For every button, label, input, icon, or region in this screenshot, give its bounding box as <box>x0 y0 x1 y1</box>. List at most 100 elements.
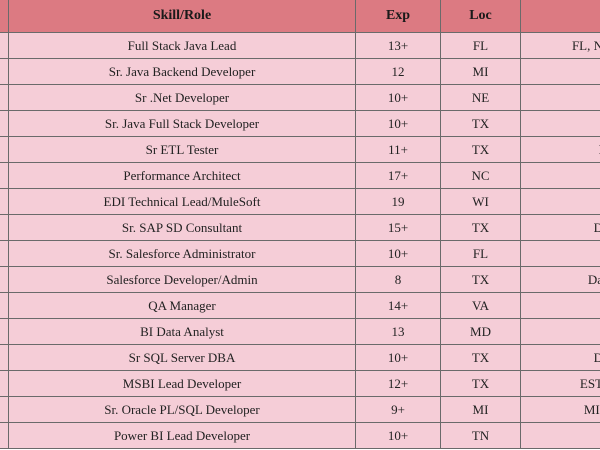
table-cell: 12 <box>355 58 441 85</box>
table-cell: 9+ <box>355 396 441 423</box>
table-cell: TN <box>440 422 521 449</box>
table-cell <box>0 318 9 345</box>
table-cell: 17+ <box>355 162 441 189</box>
table-cell <box>520 162 600 189</box>
table-cell: TX <box>440 266 521 293</box>
table-cell: 11+ <box>355 136 441 163</box>
table-cell: 8 <box>355 266 441 293</box>
table-cell: MI <box>440 396 521 423</box>
header-cell: Exp <box>355 0 441 33</box>
table-cell <box>0 84 9 111</box>
header-row: Skill/Role Exp Loc <box>0 0 600 33</box>
table-cell: 14+ <box>355 292 441 319</box>
table-cell <box>520 84 600 111</box>
table-cell: Sr. SAP SD Consultant <box>8 214 356 241</box>
table-cell: QA Manager <box>8 292 356 319</box>
table-cell: 12+ <box>355 370 441 397</box>
table-cell: Sr SQL Server DBA <box>8 344 356 371</box>
table-cell: NC <box>440 162 521 189</box>
table-cell <box>0 422 9 449</box>
table-cell: Sr. Salesforce Administrator <box>8 240 356 267</box>
table-cell: Da <box>520 266 600 293</box>
table-row: Sr. Java Backend Developer 12 MI <box>0 58 600 85</box>
table-cell <box>520 188 600 215</box>
table-cell: MD <box>440 318 521 345</box>
table-cell: Salesforce Developer/Admin <box>8 266 356 293</box>
table-cell: BI Data Analyst <box>8 318 356 345</box>
table-cell: TX <box>440 344 521 371</box>
table-cell: FL <box>440 240 521 267</box>
table-cell: 10+ <box>355 240 441 267</box>
table-cell: 13 <box>355 318 441 345</box>
table-cell: FL, N <box>520 32 600 59</box>
table-cell: WI <box>440 188 521 215</box>
table-cell: Power BI Lead Developer <box>8 422 356 449</box>
table-cell: TX <box>440 110 521 137</box>
table-cell: TX <box>440 370 521 397</box>
table-cell: NE <box>440 84 521 111</box>
header-cell: Skill/Role <box>8 0 356 33</box>
header-cell: Loc <box>440 0 521 33</box>
table-cell: Sr. Oracle PL/SQL Developer <box>8 396 356 423</box>
table-cell: Sr. Java Full Stack Developer <box>8 110 356 137</box>
table-cell <box>0 292 9 319</box>
table-cell <box>0 396 9 423</box>
table-cell <box>0 370 9 397</box>
table-cell <box>0 240 9 267</box>
table-cell <box>520 110 600 137</box>
table-body: Full Stack Java Lead 13+ FL FL, N Sr. Java B… <box>0 32 600 449</box>
table-cell: 10+ <box>355 422 441 449</box>
table-row: Full Stack Java Lead 13+ FL FL, N <box>0 32 600 59</box>
table-cell <box>0 162 9 189</box>
table-cell: 19 <box>355 188 441 215</box>
table-row: QA Manager 14+ VA <box>0 292 600 319</box>
table-cell <box>0 266 9 293</box>
table-cell: 10+ <box>355 344 441 371</box>
table-cell: D <box>520 344 600 371</box>
table-cell <box>520 58 600 85</box>
table-cell <box>0 188 9 215</box>
table-cell: D <box>520 214 600 241</box>
table-cell <box>0 58 9 85</box>
header-cell <box>0 0 9 33</box>
table-row: Sr. Salesforce Administrator 10+ FL <box>0 240 600 267</box>
table-cell <box>0 32 9 59</box>
header-cell <box>520 0 600 33</box>
table-row: Power BI Lead Developer 10+ TN <box>0 422 600 449</box>
table-row: EDI Technical Lead/MuleSoft 19 WI <box>0 188 600 215</box>
table-cell: 13+ <box>355 32 441 59</box>
table-cell: VA <box>440 292 521 319</box>
table-cell <box>0 344 9 371</box>
table-row: Sr. Java Full Stack Developer 10+ TX <box>0 110 600 137</box>
table-row: Performance Architect 17+ NC <box>0 162 600 189</box>
table-row: BI Data Analyst 13 MD <box>0 318 600 345</box>
table-cell <box>0 136 9 163</box>
table-cell: MI, <box>520 396 600 423</box>
table-header: Skill/Role Exp Loc <box>0 0 600 33</box>
table-cell: 10+ <box>355 84 441 111</box>
table-cell: TX <box>440 214 521 241</box>
table-cell: TX <box>440 136 521 163</box>
table-cell: Sr ETL Tester <box>8 136 356 163</box>
table-cell <box>520 422 600 449</box>
table-cell <box>520 318 600 345</box>
table-row: Salesforce Developer/Admin8TXDa <box>0 266 600 293</box>
table-cell <box>0 214 9 241</box>
table-cell: 10+ <box>355 110 441 137</box>
table-cell: EST <box>520 370 600 397</box>
table-cell: Full Stack Java Lead <box>8 32 356 59</box>
table-cell <box>520 292 600 319</box>
table-cell: MSBI Lead Developer <box>8 370 356 397</box>
table-cell: Performance Architect <box>8 162 356 189</box>
table-cell: FL <box>440 32 521 59</box>
table-cell: I <box>520 136 600 163</box>
table-cell: 15+ <box>355 214 441 241</box>
table-cell: Sr .Net Developer <box>8 84 356 111</box>
